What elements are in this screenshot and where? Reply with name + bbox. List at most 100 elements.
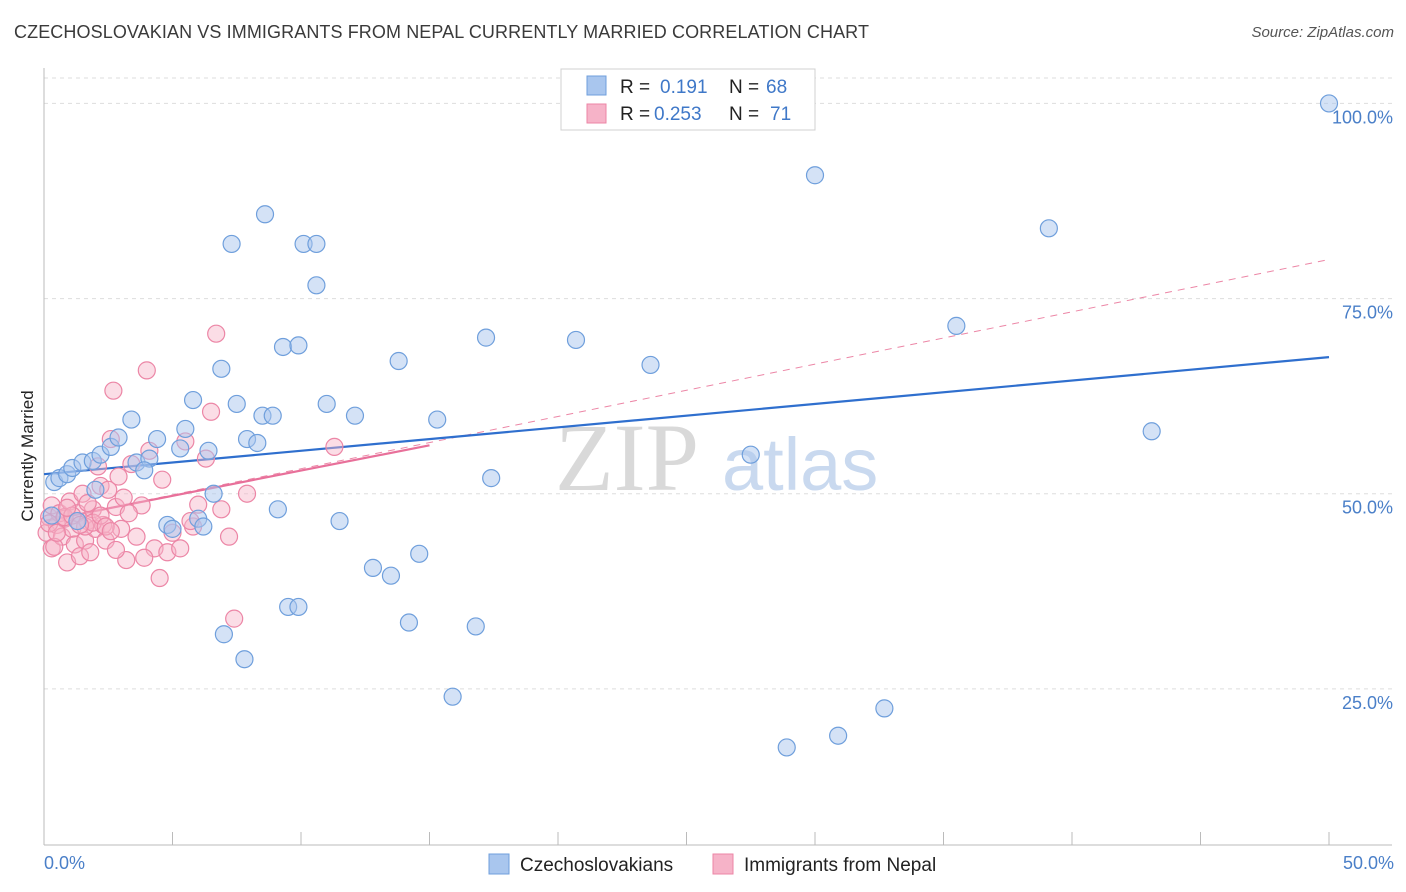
nepal-point [127, 527, 146, 546]
x-tick-label-max: 50.0% [1343, 853, 1394, 873]
y-tick-label-100: 100.0% [1332, 107, 1393, 127]
nepal-point [325, 437, 344, 456]
czech-point [42, 506, 61, 525]
czech-point [410, 544, 429, 563]
nepal-trend-line [43, 444, 430, 523]
czech-point [330, 511, 349, 531]
nepal-point [225, 609, 244, 628]
legend-r-value-czech: 0.191 [660, 77, 708, 98]
series-swatch-nepal [712, 853, 734, 875]
czech-point [289, 336, 308, 355]
correlation-legend: R = 0.191 N = 68 R = 0.253 N = 71 [560, 68, 816, 131]
axes [43, 68, 1392, 846]
czech-point [109, 428, 128, 447]
legend-n-label-czech: N = [729, 77, 759, 98]
czech-point [428, 410, 447, 429]
nepal-point [106, 540, 126, 560]
nepal-point [114, 488, 133, 507]
czech-point [741, 445, 760, 464]
czech-point [443, 687, 462, 706]
czech-point [641, 355, 660, 375]
nepal-point [47, 523, 66, 542]
legend-r-value-nepal: 0.253 [654, 104, 702, 125]
y-axis-label: Currently Married [18, 390, 37, 521]
nepal-point [219, 527, 239, 546]
czech-point [399, 613, 419, 632]
czech-point [222, 234, 241, 254]
nepal-point [45, 537, 64, 556]
czech-point [566, 330, 586, 350]
series-legend: Czechoslovakians Immigrants from Nepal [488, 853, 936, 876]
y-tick-label-75: 75.0% [1342, 303, 1393, 323]
source-label: Source: ZipAtlas.com [1251, 24, 1394, 41]
legend-r-label-nepal: R = [620, 104, 650, 125]
czech-point [204, 484, 223, 503]
nepal-point [212, 500, 231, 519]
legend-swatch-nepal [586, 103, 607, 124]
czech-point [263, 406, 282, 425]
nepal-point [137, 361, 156, 380]
czech-point [482, 469, 501, 488]
czech-points [42, 94, 1339, 757]
czech-point [1039, 219, 1058, 238]
czech-point [147, 429, 167, 449]
czech-point [86, 480, 105, 499]
nepal-point [119, 504, 138, 523]
czech-point [212, 359, 231, 378]
series-swatch-czech [488, 853, 510, 875]
chart-title: CZECHOSLOVAKIAN VS IMMIGRANTS FROM NEPAL… [14, 22, 870, 42]
czech-point [171, 439, 190, 458]
czech-point [389, 351, 408, 371]
nepal-trend-extension [43, 259, 1330, 522]
czech-point [363, 558, 383, 577]
czech-point [381, 566, 401, 585]
nepal-point [201, 402, 221, 421]
czech-point [248, 433, 267, 453]
legend-n-label-nepal: N = [729, 104, 759, 125]
nepal-point [153, 470, 172, 489]
legend-n-value-czech: 68 [766, 77, 787, 98]
czech-point [227, 394, 246, 414]
czech-point [268, 500, 287, 519]
nepal-point [135, 548, 154, 567]
nepal-point [58, 498, 77, 517]
series-label-nepal: Immigrants from Nepal [744, 855, 936, 876]
czech-trend-line [43, 356, 1330, 476]
czech-point [176, 419, 195, 439]
y-tick-label-25: 25.0% [1342, 693, 1393, 713]
czech-point [273, 337, 293, 357]
x-tick-label-min: 0.0% [44, 853, 85, 873]
nepal-point [104, 381, 123, 400]
nepal-point [81, 543, 100, 562]
nepal-point [65, 535, 84, 554]
czech-point [777, 738, 796, 757]
nepal-point [207, 324, 226, 343]
czech-point [317, 394, 336, 414]
czech-point [214, 625, 233, 644]
series-label-czech: Czechoslovakians [520, 855, 673, 876]
czech-point [255, 205, 275, 224]
czech-point [805, 166, 825, 185]
czech-point [947, 316, 966, 335]
czech-point [163, 519, 182, 538]
czech-point [199, 441, 218, 460]
czech-point [183, 390, 203, 410]
czech-point [307, 276, 326, 295]
czech-point [194, 517, 213, 536]
czech-point [476, 328, 496, 347]
x-ticks [43, 832, 1330, 845]
legend-r-label-czech: R = [620, 77, 650, 98]
czech-point [289, 597, 308, 617]
czech-point [345, 406, 365, 425]
nepal-point [91, 506, 110, 525]
nepal-points [37, 324, 344, 628]
czech-point [122, 410, 141, 429]
czech-point [829, 726, 848, 745]
czech-point [875, 699, 894, 718]
czech-point [1319, 94, 1339, 113]
legend-n-value-nepal: 71 [770, 104, 791, 125]
nepal-point [101, 522, 120, 541]
nepal-point [237, 484, 257, 503]
watermark-atlas: atlas [722, 423, 878, 506]
